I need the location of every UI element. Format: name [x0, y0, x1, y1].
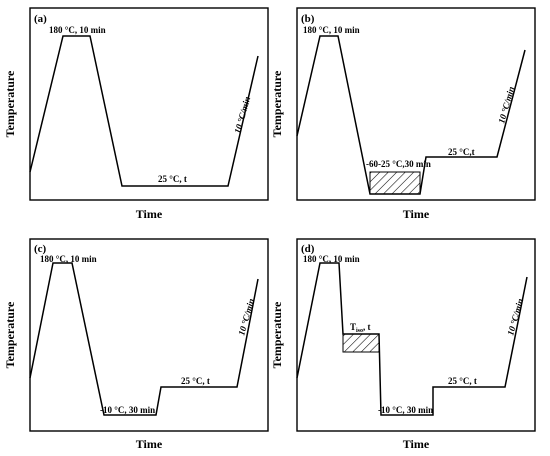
panel-c-x-axis-label: Time: [136, 437, 163, 451]
panel-a-peak-annotation: 180 °C, 10 min: [49, 25, 106, 35]
panel-c: (c) Temperature Time 180 °C, 10 min -10 …: [3, 238, 269, 451]
panel-d-y-axis-label: Temperature: [270, 301, 284, 368]
panel-b-frame: [296, 7, 536, 201]
panel-a-y-axis-label: Temperature: [3, 70, 17, 137]
panel-d-iso-sub: iso: [356, 328, 363, 334]
panel-c-y-axis-label: Temperature: [3, 301, 17, 368]
panel-d-tag: (d): [301, 243, 315, 255]
panel-d-isothermal-annotation: Tiso, t: [350, 322, 371, 334]
panel-d-frame: [296, 238, 536, 432]
panel-c-frame: [29, 238, 269, 432]
panel-c-temperature-profile: [29, 262, 259, 416]
panel-d-peak-annotation: 180 °C, 10 min: [303, 254, 360, 264]
panel-b-hold-annotation: 25 °C,t: [448, 147, 475, 157]
panel-d-rate-annotation: 10 °C/min: [505, 297, 525, 336]
panel-d-iso-main: T: [350, 322, 356, 332]
panel-a-temperature-profile: [29, 35, 259, 187]
panel-b-temperature-profile: [296, 35, 526, 195]
panel-b-y-axis-label: Temperature: [270, 70, 284, 137]
panel-b-peak-annotation: 180 °C, 10 min: [303, 25, 360, 35]
panel-b-x-axis-label: Time: [403, 207, 430, 221]
panel-d-quench-annotation: -10 °C, 30 min: [378, 405, 433, 415]
panel-c-tag: (c): [34, 243, 47, 255]
panel-d-x-axis-label: Time: [403, 437, 430, 451]
panel-c-hold-annotation: 25 °C, t: [181, 376, 210, 386]
panel-b-tag: (b): [301, 13, 315, 25]
panel-c-quench-annotation: -10 °C, 30 min: [100, 405, 155, 415]
panel-a-rate-annotation: 10 °C/min: [232, 95, 252, 134]
panel-b-rate-annotation: 10 °C/min: [496, 85, 516, 124]
panel-c-rate-annotation: 10 °C/min: [236, 297, 256, 336]
panel-a: (a) Temperature Time 180 °C, 10 min 25 °…: [3, 7, 269, 221]
panel-a-tag: (a): [34, 13, 47, 25]
panel-d-isothermal-hatched-region: [342, 333, 380, 353]
panel-b-quench-hatched-region: [369, 171, 421, 195]
panel-b: (b) Temperature Time 180 °C, 10 min -60-…: [270, 7, 536, 221]
panel-a-hold-annotation: 25 °C, t: [158, 174, 187, 184]
panel-b-quench-annotation: -60-25 °C,30 min: [366, 159, 431, 169]
panel-a-x-axis-label: Time: [136, 207, 163, 221]
panel-d-iso-tail: , t: [363, 322, 371, 332]
panel-d: (d) Temperature Time 180 °C, 10 min Tiso…: [270, 238, 536, 451]
panel-a-frame: [29, 7, 269, 201]
panel-d-hold-annotation: 25 °C, t: [448, 376, 477, 386]
panel-c-peak-annotation: 180 °C, 10 min: [40, 254, 97, 264]
panel-d-temperature-profile: [296, 262, 528, 416]
